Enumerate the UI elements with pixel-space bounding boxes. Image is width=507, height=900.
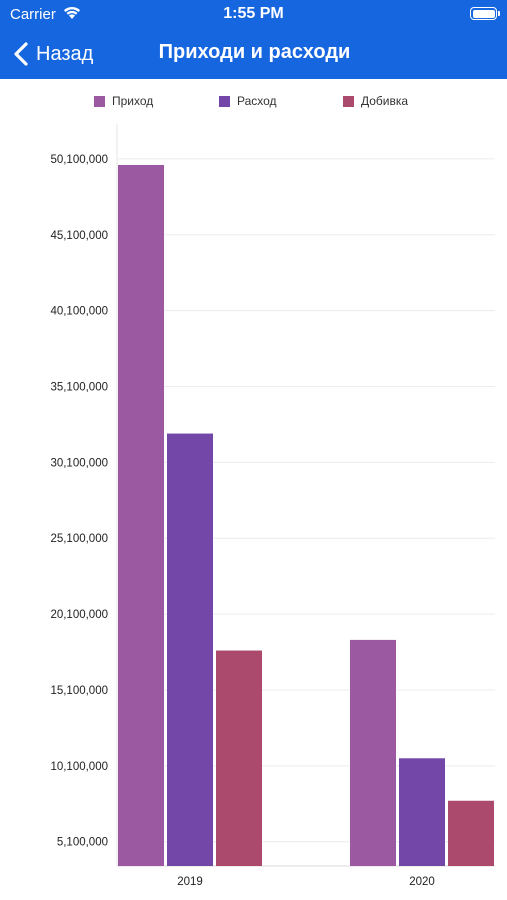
y-tick-label: 50,100,000	[50, 154, 108, 166]
bar-2020-2[interactable]	[448, 800, 494, 866]
x-tick-label: 2020	[409, 876, 435, 888]
y-tick-label: 35,100,000	[50, 382, 108, 394]
bar-2020-0[interactable]	[350, 639, 396, 866]
bar-2019-1[interactable]	[167, 433, 213, 866]
x-tick-label: 2019	[177, 876, 203, 888]
legend-label-profit: Добивка	[361, 94, 409, 108]
legend-item-expense[interactable]: Расход	[219, 94, 277, 108]
chevron-left-icon	[14, 42, 28, 66]
y-tick-label: 10,100,000	[50, 761, 108, 773]
y-tick-label: 30,100,000	[50, 457, 108, 469]
bar-2019-0[interactable]	[118, 164, 164, 866]
legend-label-income: Приход	[112, 94, 154, 108]
y-tick-label: 40,100,000	[50, 306, 108, 318]
page-title-text: Приходи и расходи	[158, 41, 351, 63]
battery-icon	[470, 7, 500, 20]
bar-2019-2[interactable]	[216, 650, 262, 866]
back-button[interactable]: Назад	[12, 38, 93, 70]
y-tick-label: 5,100,000	[57, 837, 108, 849]
status-bar: Carrier 1:55 PM	[0, 0, 507, 30]
y-tick-label: 20,100,000	[50, 609, 108, 621]
clock-time: 1:55 PM	[223, 5, 284, 22]
page-title: Приходи и расходи	[0, 41, 507, 64]
bar-chart: 5,100,000 10,100,000 15,100,000 20,100,000 2…	[50, 124, 495, 888]
legend-swatch-income	[94, 95, 105, 107]
wifi-icon	[62, 4, 82, 25]
y-tick-label: 15,100,000	[50, 685, 108, 697]
y-tick-label: 45,100,000	[50, 230, 108, 242]
back-button-label: Назад	[36, 42, 94, 65]
legend-item-profit[interactable]: Добивка	[343, 94, 408, 108]
bar-2020-1[interactable]	[399, 758, 445, 866]
y-tick-label: 25,100,000	[50, 533, 108, 545]
legend-swatch-expense	[219, 95, 230, 107]
legend-item-income[interactable]: Приход	[94, 94, 153, 108]
legend-label-expense: Расход	[237, 94, 277, 108]
chart-legend: Приход Расход Добивка	[0, 94, 507, 114]
carrier-label: Carrier	[10, 6, 56, 23]
chart-area: Приход Расход Добивка 5,100,000 10,100,00…	[0, 79, 507, 900]
legend-swatch-profit	[343, 95, 354, 107]
navigation-bar: Назад Приходи и расходи	[0, 30, 507, 79]
